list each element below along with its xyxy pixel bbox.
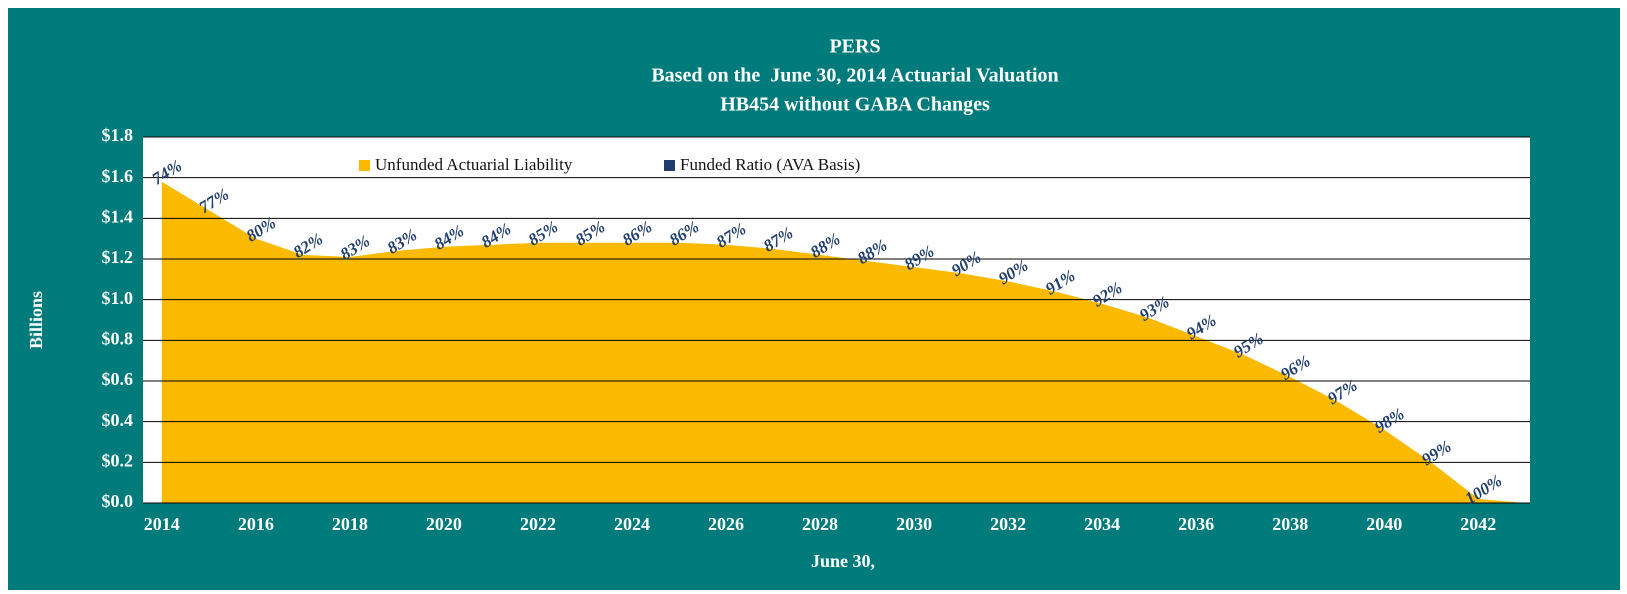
x-tick-label: 2016 [238, 514, 274, 534]
x-tick-label: 2022 [520, 514, 556, 534]
y-tick-label: $0.4 [102, 410, 134, 430]
legend-label: Unfunded Actuarial Liability [375, 155, 573, 174]
y-tick-label: $0.2 [102, 450, 134, 470]
x-tick-label: 2042 [1460, 514, 1496, 534]
x-tick-label: 2014 [144, 514, 180, 534]
y-tick-label: $1.8 [102, 125, 134, 145]
x-tick-label: 2032 [990, 514, 1026, 534]
x-tick-label: 2040 [1366, 514, 1402, 534]
x-tick-label: 2036 [1178, 514, 1214, 534]
y-axis-label: Billions [26, 291, 46, 349]
y-tick-label: $1.4 [102, 206, 134, 226]
x-tick-label: 2018 [332, 514, 368, 534]
chart-subtitle: Based on the June 30, 2014 Actuarial Val… [651, 65, 1058, 87]
y-tick-label: $1.2 [102, 247, 134, 267]
x-tick-label: 2038 [1272, 514, 1308, 534]
x-axis-label: June 30, [811, 551, 875, 571]
x-tick-label: 2020 [426, 514, 462, 534]
area [161, 181, 1526, 503]
legend-label: Funded Ratio (AVA Basis) [680, 155, 860, 174]
y-tick-label: $0.6 [102, 369, 134, 389]
x-tick-label: 2026 [708, 514, 744, 534]
y-tick-label: $1.6 [102, 166, 134, 186]
legend-swatch [359, 160, 370, 171]
chart-title: PERS [829, 36, 880, 58]
x-tick-label: 2030 [896, 514, 932, 534]
y-tick-label: $0.0 [102, 491, 134, 511]
chart-subtitle: HB454 without GABA Changes [720, 94, 990, 116]
y-tick-label: $0.8 [102, 328, 134, 348]
x-tick-label: 2034 [1084, 514, 1120, 534]
y-tick-label: $1.0 [102, 288, 134, 308]
x-tick-label: 2024 [614, 514, 650, 534]
legend-swatch [664, 160, 675, 171]
x-tick-label: 2028 [802, 514, 838, 534]
